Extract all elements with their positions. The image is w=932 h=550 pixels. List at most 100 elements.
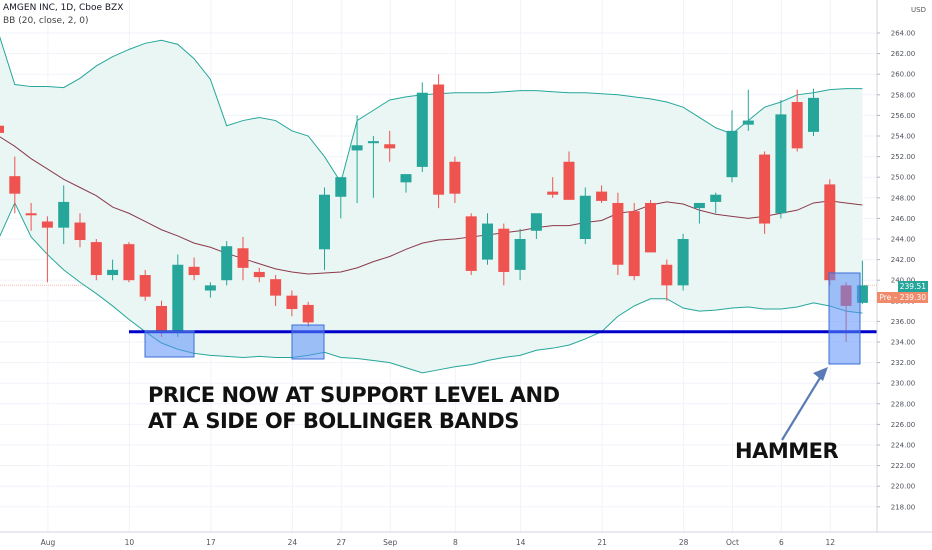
price-axis-panel bbox=[877, 0, 932, 550]
price-tick-label: 240.00 bbox=[891, 277, 916, 285]
candle-down bbox=[824, 179, 836, 286]
hammer-arrow-shaft bbox=[781, 372, 824, 441]
time-tick-label: 6 bbox=[779, 538, 784, 547]
candle-up bbox=[742, 89, 754, 131]
indicator-legend: BB (20, close, 2, 0) bbox=[3, 16, 89, 26]
candle-body bbox=[367, 141, 379, 144]
time-tick-label: 27 bbox=[337, 538, 347, 547]
candle-body bbox=[253, 271, 265, 278]
candle-body bbox=[742, 120, 754, 125]
price-tick-label: 224.00 bbox=[891, 442, 916, 450]
candle-down bbox=[253, 267, 265, 283]
time-tick-label: 14 bbox=[516, 538, 526, 547]
candle-up bbox=[514, 228, 526, 281]
candle-body bbox=[530, 213, 542, 231]
price-tick-label: 258.00 bbox=[891, 91, 916, 99]
candle-body bbox=[482, 223, 493, 260]
candle-body bbox=[612, 202, 624, 265]
candle-up bbox=[107, 259, 119, 281]
candle-body bbox=[775, 114, 787, 214]
hammer-arrow-head bbox=[813, 367, 828, 381]
candle-body bbox=[172, 264, 184, 332]
time-tick-label: 28 bbox=[679, 538, 689, 547]
candle-body bbox=[726, 130, 738, 178]
candle-body bbox=[449, 161, 461, 194]
candle-up bbox=[579, 187, 591, 245]
candle-body bbox=[759, 154, 771, 224]
candle-body bbox=[0, 125, 4, 133]
price-tick-label: 244.00 bbox=[891, 236, 916, 244]
price-tick-label: 246.00 bbox=[891, 215, 916, 223]
candle-body bbox=[204, 285, 216, 291]
candle-up bbox=[335, 177, 347, 219]
candle-body bbox=[9, 176, 21, 194]
candle-down bbox=[384, 130, 396, 162]
time-tick-label: Oct bbox=[726, 538, 739, 547]
candle-up bbox=[367, 136, 379, 198]
candle-up bbox=[726, 110, 738, 183]
price-tick-label: 230.00 bbox=[891, 380, 916, 388]
candle-body bbox=[270, 279, 282, 296]
candle-body bbox=[661, 264, 673, 286]
candle-body bbox=[74, 222, 86, 241]
candle-up bbox=[204, 282, 216, 298]
candle-body bbox=[824, 184, 836, 281]
price-tick-label: 264.00 bbox=[891, 30, 916, 38]
candle-down bbox=[547, 177, 559, 198]
candle-body bbox=[416, 92, 428, 167]
candle-down bbox=[596, 185, 608, 203]
candle-body bbox=[139, 275, 151, 297]
candle-down bbox=[433, 74, 445, 209]
candle-body bbox=[547, 191, 559, 195]
candle-body bbox=[514, 239, 526, 270]
candle-body bbox=[710, 194, 722, 202]
candle-body bbox=[41, 221, 53, 228]
premarket-price-badge: Pre – 239.30 bbox=[877, 292, 928, 303]
candle-up bbox=[416, 82, 428, 173]
symbol-title: AMGEN INC, 1D, Cboe BZX bbox=[3, 3, 124, 13]
time-tick-label: Sep bbox=[383, 538, 397, 547]
highlight-box-late-august bbox=[291, 324, 325, 360]
candle-body bbox=[677, 239, 689, 286]
candle-up bbox=[482, 213, 493, 265]
candle-body bbox=[286, 295, 298, 310]
time-tick-label: 12 bbox=[826, 538, 836, 547]
candle-body bbox=[58, 201, 70, 228]
price-tick-label: 236.00 bbox=[891, 318, 916, 326]
time-tick-label: 10 bbox=[125, 538, 135, 547]
last-price-badge: 239.51 bbox=[897, 281, 928, 292]
candle-up bbox=[710, 192, 722, 214]
candle-up bbox=[856, 260, 868, 304]
highlight-box-august bbox=[144, 330, 195, 358]
annotation-overlay bbox=[129, 272, 877, 441]
price-tick-label: 256.00 bbox=[891, 112, 916, 120]
price-tick-label: 220.00 bbox=[891, 483, 916, 491]
candle-down bbox=[612, 192, 624, 276]
candle-body bbox=[302, 304, 314, 323]
hammer-label: HAMMER bbox=[735, 439, 839, 463]
price-tick-label: 254.00 bbox=[891, 133, 916, 141]
price-tick-label: 250.00 bbox=[891, 174, 916, 182]
candle-body bbox=[156, 305, 167, 332]
price-tick-label: 234.00 bbox=[891, 339, 916, 347]
candle-down bbox=[41, 216, 53, 283]
bollinger-lower-line bbox=[0, 201, 863, 374]
candle-body bbox=[465, 216, 477, 271]
candle-body bbox=[596, 191, 608, 201]
candle-body bbox=[335, 177, 347, 197]
candle-body bbox=[693, 202, 705, 209]
candle-down bbox=[123, 242, 135, 283]
highlight-box-hammer bbox=[828, 272, 861, 365]
candle-down bbox=[286, 290, 298, 317]
candle-up bbox=[58, 185, 70, 245]
time-tick-label: Aug bbox=[41, 538, 56, 547]
price-tick-label: 222.00 bbox=[891, 462, 916, 470]
annotation-line-1: PRICE NOW AT SUPPORT LEVEL AND bbox=[148, 383, 560, 407]
candle-down bbox=[791, 89, 803, 152]
price-tick-label: 252.00 bbox=[891, 153, 916, 161]
candle-down bbox=[449, 156, 461, 203]
candle-body bbox=[25, 213, 37, 216]
candle-body bbox=[645, 202, 656, 253]
